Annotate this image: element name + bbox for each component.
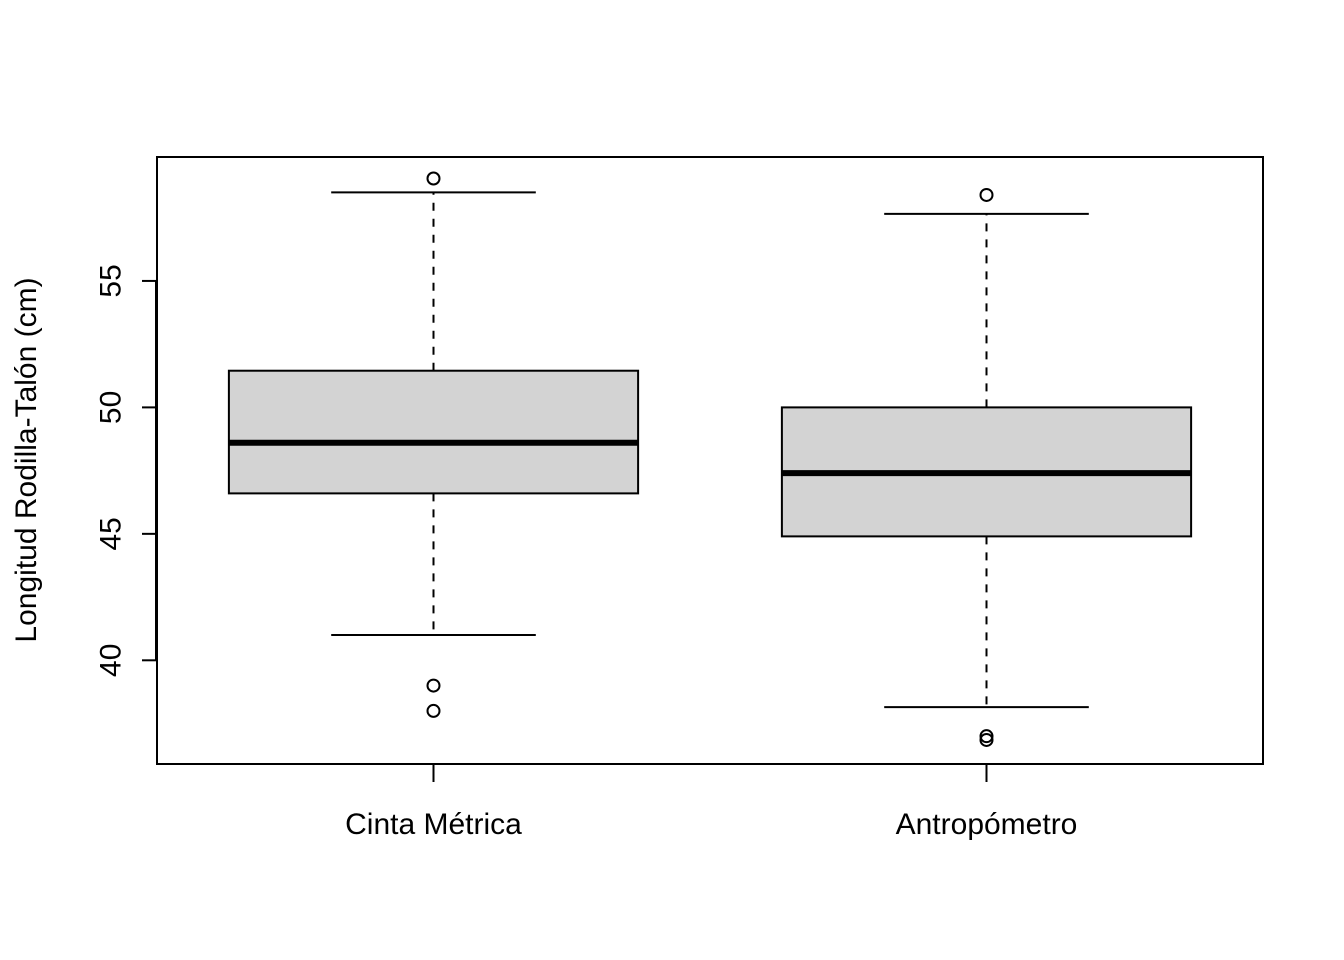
iqr-box — [227, 369, 640, 495]
outlier-point-1 — [979, 187, 994, 202]
x-tick-label-2: Antropómetro — [896, 808, 1078, 841]
outlier-point-3 — [426, 703, 441, 718]
outlier-point-3 — [979, 732, 994, 747]
y-tick-label-50: 50 — [95, 391, 128, 424]
y-tick-label-40: 40 — [95, 644, 128, 677]
box-group-1 — [227, 171, 640, 718]
y-tick-label-45: 45 — [95, 517, 128, 550]
outlier-point-2 — [979, 729, 994, 744]
outlier-point-2 — [426, 678, 441, 693]
y-axis: 40 45 50 55 — [95, 264, 157, 677]
box-group-2 — [780, 187, 1193, 747]
boxes-layer — [227, 171, 1193, 747]
x-tick-label-1: Cinta Métrica — [345, 808, 522, 841]
x-axis: Cinta Métrica Antropómetro — [345, 764, 1077, 841]
y-axis-title: Longitud Rodilla-Talón (cm) — [10, 277, 43, 642]
outlier-point-1 — [426, 171, 441, 186]
y-tick-label-55: 55 — [95, 264, 128, 297]
